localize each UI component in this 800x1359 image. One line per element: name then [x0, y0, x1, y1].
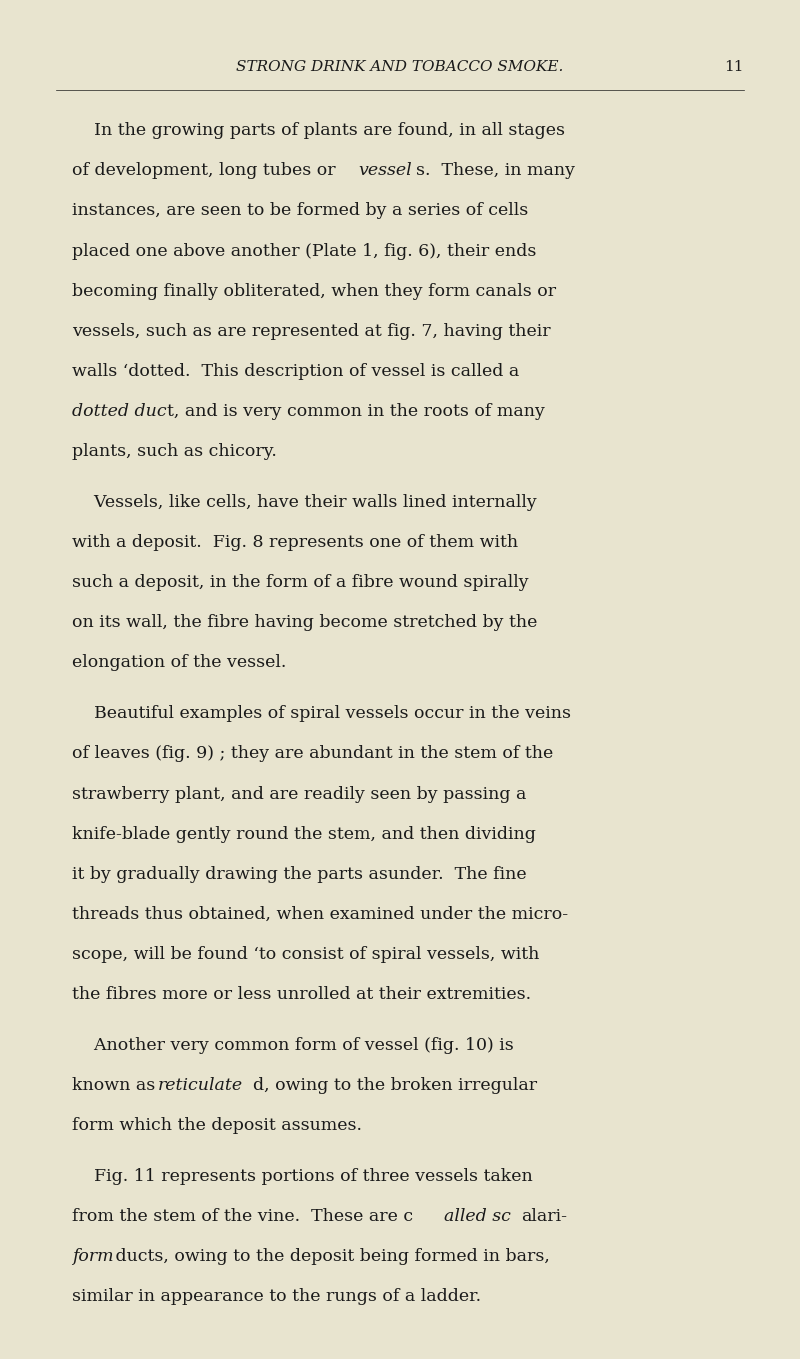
Text: becoming finally obliterated, when they form canals or: becoming finally obliterated, when they …	[72, 283, 556, 300]
Text: from the stem of the vine.  These are c: from the stem of the vine. These are c	[72, 1208, 413, 1226]
Text: d, owing to the broken irregular: d, owing to the broken irregular	[254, 1076, 538, 1094]
Text: STRONG DRINK AND TOBACCO SMOKE.: STRONG DRINK AND TOBACCO SMOKE.	[236, 60, 564, 73]
Text: dotted duc: dotted duc	[72, 402, 166, 420]
Text: alled sc: alled sc	[444, 1208, 511, 1226]
Text: instances, are seen to be formed by a series of cells: instances, are seen to be formed by a se…	[72, 202, 528, 220]
Text: reticulate: reticulate	[158, 1076, 243, 1094]
Text: Fig. 11 represents portions of three vessels taken: Fig. 11 represents portions of three ves…	[72, 1167, 533, 1185]
Text: walls ʻdotted.  This description of vessel is called a: walls ʻdotted. This description of vesse…	[72, 363, 519, 381]
Text: known as: known as	[72, 1076, 161, 1094]
Text: form which the deposit assumes.: form which the deposit assumes.	[72, 1117, 362, 1135]
Text: s.  These, in many: s. These, in many	[416, 162, 574, 179]
Text: such a deposit, in the form of a fibre wound spirally: such a deposit, in the form of a fibre w…	[72, 573, 529, 591]
Text: knife-blade gently round the stem, and then dividing: knife-blade gently round the stem, and t…	[72, 825, 536, 843]
Text: of development, long tubes or: of development, long tubes or	[72, 162, 341, 179]
Text: the fibres more or less unrolled at their extremities.: the fibres more or less unrolled at thei…	[72, 985, 531, 1003]
Text: form: form	[72, 1248, 114, 1265]
Text: Vessels, like cells, have their walls lined internally: Vessels, like cells, have their walls li…	[72, 493, 537, 511]
Text: scope, will be found ‘to consist of spiral vessels, with: scope, will be found ‘to consist of spir…	[72, 946, 539, 964]
Text: In the growing parts of plants are found, in all stages: In the growing parts of plants are found…	[72, 122, 565, 140]
Text: Beautiful examples of spiral vessels occur in the veins: Beautiful examples of spiral vessels occ…	[72, 705, 571, 723]
Text: 11: 11	[725, 60, 744, 73]
Text: with a deposit.  Fig. 8 represents one of them with: with a deposit. Fig. 8 represents one of…	[72, 534, 518, 552]
Text: on its wall, the fibre having become stretched by the: on its wall, the fibre having become str…	[72, 614, 538, 632]
Text: ducts, owing to the deposit being formed in bars,: ducts, owing to the deposit being formed…	[110, 1248, 550, 1265]
Text: similar in appearance to the rungs of a ladder.: similar in appearance to the rungs of a …	[72, 1288, 481, 1306]
Text: t, and is very common in the roots of many: t, and is very common in the roots of ma…	[167, 402, 546, 420]
Text: Another very common form of vessel (fig. 10) is: Another very common form of vessel (fig.…	[72, 1037, 514, 1055]
Text: elongation of the vessel.: elongation of the vessel.	[72, 654, 286, 671]
Text: alari-: alari-	[521, 1208, 566, 1226]
Text: placed one above another (Plate 1, fig. 6), their ends: placed one above another (Plate 1, fig. …	[72, 242, 536, 260]
Text: strawberry plant, and are readily seen by passing a: strawberry plant, and are readily seen b…	[72, 786, 526, 803]
Text: it by gradually drawing the parts asunder.  The fine: it by gradually drawing the parts asunde…	[72, 866, 526, 883]
Text: vessels, such as are represented at fig. 7, having their: vessels, such as are represented at fig.…	[72, 322, 550, 340]
Text: threads thus obtained, when examined under the micro-: threads thus obtained, when examined und…	[72, 905, 568, 923]
Text: plants, such as chicory.: plants, such as chicory.	[72, 443, 277, 461]
Text: of leaves (fig. 9) ; they are abundant in the stem of the: of leaves (fig. 9) ; they are abundant i…	[72, 745, 554, 762]
Text: vessel: vessel	[358, 162, 412, 179]
